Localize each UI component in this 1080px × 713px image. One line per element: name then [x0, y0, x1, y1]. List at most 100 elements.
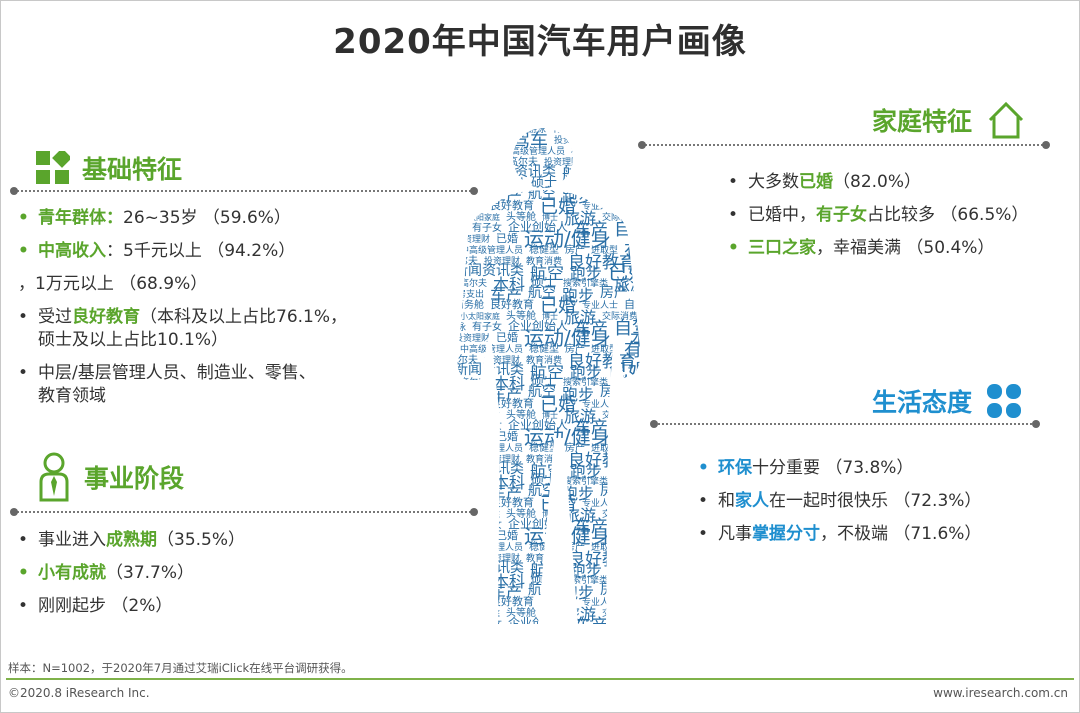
list-item: • 大多数已婚（82.0%） [728, 172, 922, 192]
wordcloud-word: 游泳 [448, 618, 466, 630]
wordcloud-word: 已婚 [540, 593, 576, 614]
wordcloud-word: 高尔夫 [448, 551, 478, 564]
wordcloud-word: 航空 [528, 384, 556, 400]
wordcloud-word: 头等舱 [506, 309, 536, 322]
wordcloud-word: 交际消费 [602, 607, 638, 619]
wordcloud-word: 良好教育 [490, 495, 534, 509]
wordcloud-word: 旅游 [614, 374, 646, 393]
wordcloud-word: 专业人士 [582, 299, 618, 311]
wordcloud-word: 本科 [630, 428, 658, 449]
wordcloud-word: 自驾车 [614, 417, 658, 438]
wordcloud-word: 房产 [600, 186, 628, 202]
wordcloud-word: 有子女 [624, 439, 658, 460]
wordcloud-word: 良好教育 [568, 253, 636, 273]
wordcloud-word: 航空 [562, 165, 596, 185]
list-item: • 环保十分重要 （73.8%） [698, 458, 914, 478]
wordcloud-word: 房产 [600, 285, 628, 301]
wordcloud-word: 航空 [530, 264, 564, 284]
wordcloud-word: 商务舱 [454, 496, 484, 509]
wordcloud-word: 硕士 [642, 352, 658, 367]
wordcloud-word: 小太阳家庭 [460, 212, 500, 222]
copyright: ©2020.8 iResearch Inc. [8, 686, 150, 700]
wordcloud-word: 本科 [630, 329, 658, 350]
wordcloud-word: 旅游 [564, 308, 596, 327]
wordcloud-word: 自驾车 [614, 615, 658, 636]
wordcloud-word: 交际消费 [486, 123, 522, 135]
list-item: • 小有成就（37.7%） [18, 563, 195, 583]
wordcloud-word: 高尔夫 [460, 178, 487, 190]
wordcloud-word: 博士 [542, 212, 558, 222]
wordcloud-word: 进取型 [591, 443, 618, 454]
wordcloud-word: 高尔夫 [460, 475, 487, 487]
wordcloud-word: 游泳 [634, 485, 658, 503]
career-list: • 事业进入成熟期（35.5%） • 小有成就（37.7%） • 刚刚起步 （2%） [14, 530, 454, 629]
wordcloud-word: 自驾车 [624, 297, 657, 311]
wordcloud-word: 头等舱 [506, 606, 536, 619]
wordcloud-word: 自驾车 [614, 318, 658, 339]
wordcloud-word: 投资理财 [554, 134, 590, 146]
wordcloud-word: 头等舱 [506, 408, 536, 421]
wordcloud-word: 已婚 [596, 132, 618, 146]
wordcloud-word: 有子女 [552, 122, 582, 135]
wordcloud-word: 游泳 [448, 420, 466, 432]
wordcloud-word: 高尔夫 [460, 277, 487, 289]
career-divider [10, 508, 478, 516]
wordcloud-word: 已婚 [608, 359, 648, 383]
wordcloud-word: 已婚 [496, 528, 518, 542]
wordcloud-word: 教育消费 [526, 255, 562, 267]
wordcloud-word: 投资理财 [454, 233, 490, 245]
wordcloud-word: 博士 [542, 311, 558, 321]
wordcloud-word: 稳健型 [571, 144, 601, 157]
wordcloud-word: 进取型 [591, 245, 618, 256]
wordcloud-word: 运动/健身 [624, 128, 658, 152]
wordcloud-word: 交际消费 [602, 310, 638, 322]
list-item: • 凡事掌握分寸，不极端 （71.6%） [698, 524, 982, 544]
wordcloud-word: 房产 [607, 144, 627, 157]
wordcloud-word: 本科 [630, 527, 658, 548]
wordcloud-word: 旅游 [564, 209, 596, 228]
grid-icon [36, 151, 70, 184]
wordcloud-word: 有子女 [472, 518, 502, 531]
wordcloud-word: 跑步 [562, 286, 594, 305]
wordcloud-word: 跑步 [570, 264, 602, 283]
family-divider [638, 141, 1050, 149]
wordcloud-word: 良好教育 [490, 396, 534, 410]
wordcloud-word: 自驾车 [614, 516, 658, 537]
wordcloud-word: 搜索引擎类 [563, 178, 608, 190]
wordcloud-word: 高尔夫 [448, 353, 478, 366]
list-item: • 受过良好教育（本科及以上占比76.1%， [18, 307, 348, 327]
list-item: • 青年群体：26~35岁 （59.6%） [18, 208, 291, 228]
wordcloud-word: 进取型 [591, 344, 618, 355]
wordcloud-word: 教育消费 [526, 354, 562, 366]
wordcloud-word: 博士 [542, 410, 558, 420]
wordcloud-word: 房产 [565, 243, 585, 256]
wordcloud-word: 稳健型 [529, 342, 559, 355]
wordcloud-word: 自驾车 [614, 219, 658, 240]
family-list: • 大多数已婚（82.0%） • 已婚中，有子女占比较多 （66.5%） • 三口之家… [724, 172, 1074, 271]
wordcloud-word: 房产 [600, 582, 628, 598]
basic-list: • 青年群体：26~35岁 （59.6%） • 中高收入：5千元以上 （94.2%）… [14, 208, 454, 419]
life-heading: 生活态度 [872, 383, 1022, 419]
wordcloud-word: 跑步 [570, 363, 602, 382]
wordcloud-word: 旅游 [448, 121, 480, 140]
wordcloud-word: 车产 [490, 385, 522, 404]
wordcloud-word: 硕士 [642, 550, 658, 565]
family-heading: 家庭特征 [872, 100, 1026, 140]
list-item: 教育领域 [38, 386, 106, 406]
wordcloud-word: 小太阳家庭 [460, 608, 500, 618]
list-item: • 和家人在一起时很快乐 （72.3%） [698, 491, 982, 511]
wordcloud-word: 运动/健身 [524, 326, 611, 350]
wordcloud-word: 游泳 [448, 321, 466, 333]
wordcloud-silhouette: 旅游交际消费游泳有子女企业创始人车产自驾车投资理财已婚运动/健身本科中高级管理人… [448, 121, 658, 636]
wordcloud-word: 进取型 [633, 146, 658, 157]
list-item: • 已婚中，有子女占比较多 （66.5%） [728, 205, 1029, 225]
wordcloud-word: 房产 [565, 441, 585, 454]
wordcloud-word: 进取型 [591, 542, 618, 553]
wordcloud-word: 房产 [600, 483, 628, 499]
career-heading-label: 事业阶段 [84, 464, 185, 493]
wordcloud-word: 高尔夫 [448, 452, 478, 465]
list-item: • 刚刚起步 （2%） [18, 596, 173, 616]
wordcloud-word: 商务舱 [454, 595, 484, 608]
wordcloud-word: 投资理财 [484, 255, 520, 267]
wordcloud-word: 游泳 [528, 123, 546, 135]
